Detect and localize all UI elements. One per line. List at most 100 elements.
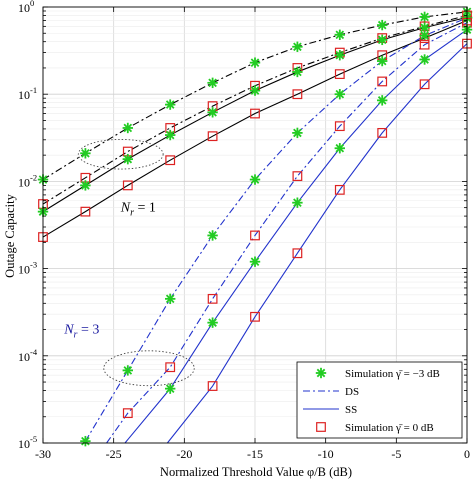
marker-star-stroke	[377, 96, 387, 105]
marker-star	[292, 197, 303, 208]
marker-star-stroke	[335, 50, 345, 60]
marker-star	[207, 107, 218, 118]
marker-square	[207, 381, 218, 391]
x-tick-label: -15	[247, 447, 263, 461]
marker-star	[419, 30, 430, 41]
marker-star-stroke	[250, 175, 260, 184]
marker-square	[250, 230, 260, 241]
marker-star-stroke	[335, 89, 345, 99]
marker-square	[165, 155, 176, 166]
marker-square	[292, 171, 303, 182]
marker-square	[207, 131, 218, 142]
marker-star-stroke	[293, 42, 302, 52]
marker-star-stroke	[165, 384, 175, 393]
marker-square	[122, 408, 133, 419]
marker-square	[207, 293, 218, 304]
marker-star	[207, 77, 218, 89]
x-tick-label: -10	[318, 447, 334, 461]
marker-star-stroke	[208, 318, 217, 327]
marker-square	[334, 184, 345, 195]
marker-star	[292, 127, 303, 139]
legend-square	[316, 422, 326, 432]
marker-star-stroke	[250, 257, 260, 267]
marker-square	[292, 89, 303, 100]
marker-star	[334, 50, 345, 61]
marker-star	[292, 66, 303, 78]
y-tick-label-exponent: -3	[30, 260, 37, 270]
y-axis-label: Outage Capacity	[3, 193, 17, 277]
marker-star-stroke	[123, 154, 133, 164]
marker-square	[377, 76, 388, 87]
marker-star-stroke	[81, 181, 90, 190]
marker-square	[292, 171, 303, 182]
marker-star-stroke	[250, 86, 260, 95]
legend-label: DS	[345, 386, 359, 398]
legend-entry-2: SS	[303, 404, 357, 416]
marker-star-stroke	[420, 12, 429, 22]
marker-square	[80, 206, 91, 217]
marker-square	[419, 39, 430, 50]
marker-star-stroke	[377, 56, 387, 66]
marker-square	[250, 108, 260, 119]
legend-entry-1: DS	[303, 386, 359, 398]
marker-star	[419, 22, 430, 33]
marker-star	[80, 435, 91, 447]
legend: Simulation γ̄ = −3 dB DS SS Simulation γ̄ =…	[296, 361, 463, 439]
marker-square	[122, 180, 133, 191]
marker-star	[334, 29, 345, 40]
marker-square	[250, 108, 260, 119]
marker-star	[122, 122, 133, 134]
marker-star	[80, 148, 91, 159]
marker-star-stroke	[293, 128, 302, 138]
y-tick-label: 10	[18, 437, 30, 451]
marker-square	[250, 230, 260, 241]
marker-star-stroke	[335, 30, 345, 40]
marker-square	[377, 76, 388, 87]
marker-star	[334, 89, 345, 100]
marker-star	[165, 129, 176, 141]
marker-star-stroke	[81, 436, 90, 446]
x-axis-label: Normalized Threshold Value φ/B (dB)	[160, 465, 352, 479]
group-ellipses	[77, 138, 195, 387]
marker-star-stroke	[123, 123, 133, 133]
marker-square	[207, 381, 218, 391]
marker-star-stroke	[208, 231, 217, 240]
x-tick-label: -30	[35, 447, 51, 461]
axis-ticks: -30 -25 -20 -15 -10 -5 010-510-410-310-210-110…	[18, 0, 470, 461]
marker-star-stroke	[420, 31, 429, 40]
marker-star-stroke	[293, 198, 302, 208]
y-tick-label-exponent: -4	[30, 347, 38, 357]
marker-square	[165, 155, 176, 166]
x-tick-label: 0	[464, 447, 470, 461]
marker-square	[207, 293, 218, 304]
marker-star	[377, 19, 388, 31]
y-tick-label: 10	[18, 350, 30, 364]
y-tick-label: 10	[18, 88, 30, 102]
legend-star-stroke	[316, 368, 326, 378]
marker-star	[419, 11, 430, 23]
series-line-5	[106, 22, 468, 444]
marker-star	[122, 153, 133, 165]
marker-star-stroke	[293, 67, 302, 77]
annotation-label-0: Nr = 1	[120, 201, 156, 219]
marker-star-stroke	[335, 143, 345, 153]
marker-square	[292, 248, 303, 259]
annotation-label-1: Nr = 3	[63, 323, 99, 341]
marker-square	[250, 311, 260, 322]
marker-square	[122, 180, 133, 191]
marker-star	[165, 99, 176, 110]
legend-label: SS	[345, 404, 357, 416]
marker-star	[249, 57, 261, 68]
marker-star	[419, 54, 430, 65]
marker-star	[249, 256, 261, 267]
marker-star	[292, 41, 303, 52]
marker-square	[334, 121, 345, 132]
series-line-4	[84, 17, 468, 442]
marker-square	[292, 248, 303, 259]
legend-label: Simulation γ̄ = 0 dB	[345, 422, 434, 434]
marker-square	[419, 39, 430, 50]
x-tick-label: -5	[391, 447, 401, 461]
marker-star-stroke	[123, 366, 133, 375]
y-tick-label-exponent: -5	[30, 434, 37, 444]
